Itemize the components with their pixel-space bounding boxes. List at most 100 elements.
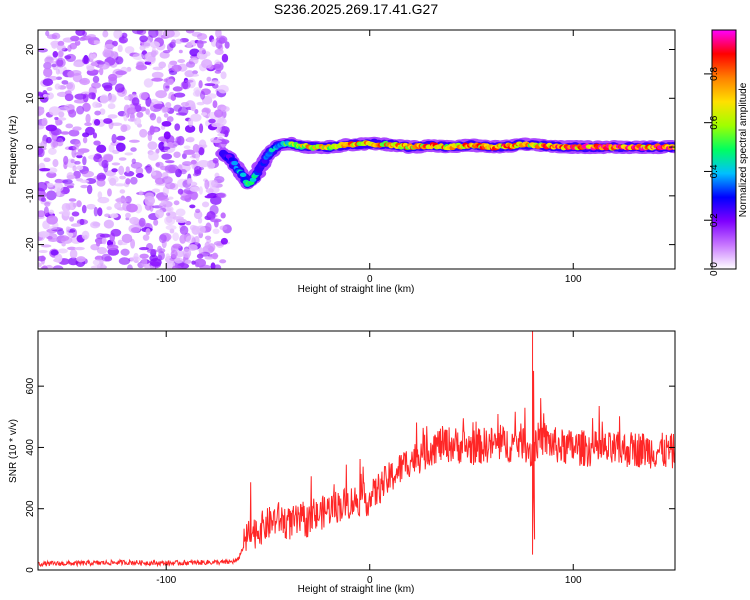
noise-blob <box>198 147 205 156</box>
snr-series-line <box>38 331 675 568</box>
noise-blob <box>90 61 99 67</box>
noise-blob <box>189 204 196 209</box>
noise-blob <box>68 232 74 238</box>
noise-blob <box>85 126 95 136</box>
noise-blob <box>221 53 229 63</box>
noise-blob <box>86 34 96 39</box>
colorbar-frame <box>711 29 737 270</box>
noise-blob <box>46 182 54 188</box>
noise-blob <box>46 87 53 92</box>
noise-blob <box>68 198 77 202</box>
noise-blob <box>139 45 146 51</box>
noise-blob <box>58 111 65 118</box>
noise-blob <box>200 90 206 100</box>
noise-blob <box>93 206 99 217</box>
ridge-point <box>239 172 247 178</box>
noise-blob <box>72 165 77 172</box>
noise-blob <box>42 78 54 86</box>
noise-blob <box>120 124 128 133</box>
noise-blob <box>109 51 119 59</box>
noise-blob <box>113 30 123 39</box>
noise-blob <box>115 197 128 204</box>
noise-blob <box>175 250 185 258</box>
noise-blob <box>96 144 107 154</box>
noise-blob <box>90 221 101 229</box>
noise-blob <box>130 238 136 249</box>
noise-blob <box>198 123 204 134</box>
noise-blob <box>185 235 196 244</box>
noise-blob <box>66 82 74 90</box>
snr-panel: -100 0 100 0 200 400 600 Height of straight l… <box>8 330 676 595</box>
noise-blob <box>103 84 113 92</box>
noise-blob <box>73 61 85 68</box>
noise-blob <box>42 265 48 269</box>
noise-blob <box>149 102 155 111</box>
noise-blob <box>92 259 103 266</box>
noise-blob <box>138 217 146 228</box>
noise-blob <box>205 222 212 233</box>
noise-blob <box>99 67 104 76</box>
noise-blob <box>54 253 63 263</box>
noise-blob <box>175 218 187 223</box>
top-y-ticks: -20 -10 0 10 20 <box>25 44 675 252</box>
x-tick-label: -100 <box>156 575 176 586</box>
noise-blob <box>171 64 182 72</box>
noise-blob <box>102 30 109 38</box>
noise-blob <box>126 107 137 115</box>
noise-blob <box>167 78 174 85</box>
x-tick-label: 0 <box>367 575 373 586</box>
noise-blob <box>190 190 198 201</box>
noise-blob <box>179 234 187 244</box>
signal-ridge <box>216 136 675 190</box>
ridge-point <box>249 177 257 182</box>
noise-blob <box>130 227 140 233</box>
noise-blob <box>92 75 100 83</box>
noise-blob <box>186 41 193 48</box>
noise-blob <box>202 144 208 148</box>
noise-blob <box>214 48 224 55</box>
noise-blob <box>58 50 64 58</box>
noise-blob <box>165 253 170 261</box>
noise-blob <box>67 257 79 266</box>
noise-blob <box>86 65 95 71</box>
noise-blob <box>61 80 69 85</box>
noise-blob <box>69 249 78 259</box>
noise-blob <box>220 212 226 219</box>
noise-blob <box>126 203 138 213</box>
noise-blob <box>146 248 158 254</box>
noise-blob <box>183 145 191 150</box>
noise-blob <box>196 101 205 106</box>
noise-blob <box>186 178 192 185</box>
x-tick-label: -100 <box>156 274 176 285</box>
noise-blob <box>217 84 229 94</box>
noise-blob <box>72 202 78 208</box>
noise-blob <box>114 202 122 210</box>
noise-blob <box>167 196 174 200</box>
noise-blob <box>63 155 69 166</box>
noise-blob <box>60 131 70 135</box>
noise-blob <box>107 114 118 119</box>
noise-blob <box>204 256 214 260</box>
noise-blob <box>204 235 212 240</box>
noise-blob <box>67 44 72 52</box>
noise-blob <box>123 112 128 122</box>
noise-blob <box>57 235 70 242</box>
noise-blob <box>182 161 193 166</box>
noise-blob <box>130 147 137 152</box>
noise-blob <box>150 50 157 58</box>
noise-blob <box>82 136 88 144</box>
noise-blob <box>177 59 186 64</box>
y-tick-label: 0 <box>25 144 36 150</box>
noise-blob <box>109 213 119 219</box>
noise-blob <box>175 136 182 144</box>
noise-blob <box>116 135 126 141</box>
noise-blob <box>209 204 219 215</box>
noise-blob <box>210 218 222 223</box>
noise-blob <box>38 210 46 218</box>
noise-blob <box>155 90 168 99</box>
x-tick-label: 100 <box>565 274 582 285</box>
snr-frame <box>37 330 676 571</box>
noise-blob <box>124 152 134 156</box>
noise-blob <box>153 128 159 132</box>
